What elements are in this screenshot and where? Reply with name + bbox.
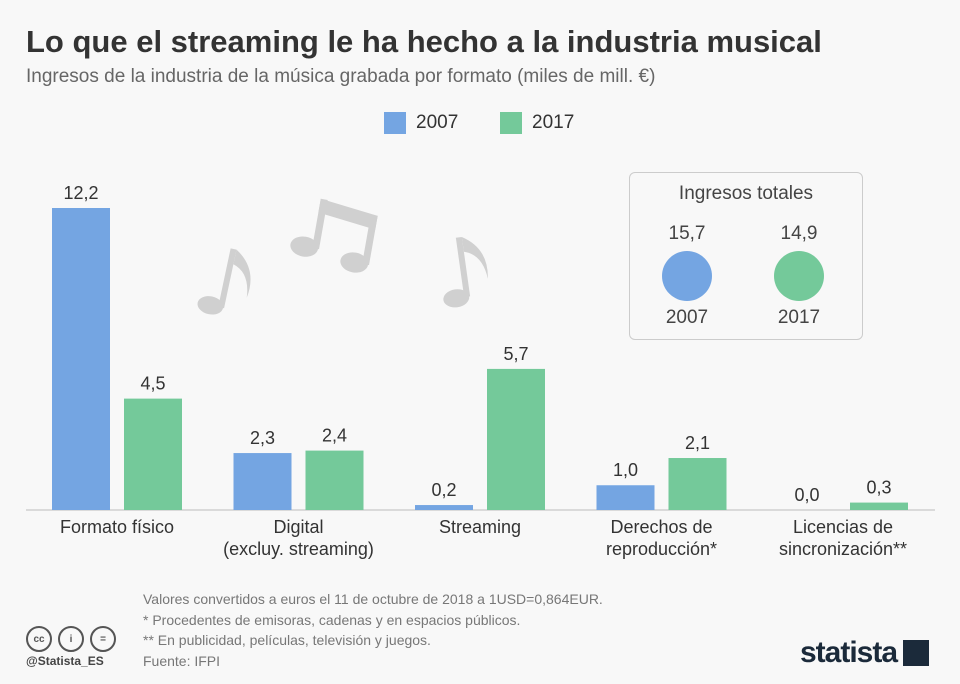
creative-commons-icons: cc i = [26, 626, 116, 652]
no-derivatives-icon: = [90, 626, 116, 652]
category-label: (excluy. streaming) [223, 539, 374, 559]
footnote: * Procedentes de emisoras, cadenas y en … [143, 611, 521, 628]
total-circle [774, 251, 824, 301]
bar-value-label: 4,5 [140, 374, 165, 394]
music-note-icon [197, 248, 251, 315]
legend-swatch-2007 [384, 112, 406, 134]
cc-icon: cc [26, 626, 52, 652]
music-notes-icon [290, 198, 378, 273]
bar-value-label: 2,1 [685, 433, 710, 453]
logo-text: statista [800, 636, 898, 669]
bar-2007 [415, 505, 473, 510]
footnote: ** En publicidad, películas, televisión … [143, 632, 431, 648]
category-label: sincronización** [779, 539, 907, 559]
total-value: 15,7 [668, 223, 706, 244]
category-label: Streaming [439, 517, 521, 537]
bar-2007 [52, 208, 110, 510]
attribution-icon: i [58, 626, 84, 652]
category-label: Digital [273, 517, 323, 537]
bar-value-label: 2,4 [322, 426, 347, 446]
footnotes: Valores convertidos a euros el 11 de oct… [143, 589, 603, 671]
statista-logo[interactable]: statista [800, 636, 930, 670]
category-label: Formato físico [60, 517, 174, 537]
music-notes-decoration [197, 198, 488, 315]
bar-value-label: 12,2 [63, 183, 98, 203]
social-handle: @Statista_ES [26, 654, 104, 668]
chart-subtitle: Ingresos de la industria de la música gr… [26, 66, 656, 87]
bar-value-label: 2,3 [250, 428, 275, 448]
category-label: Derechos de [610, 517, 712, 537]
total-circle [662, 251, 712, 301]
bar-value-label: 0,2 [431, 480, 456, 500]
bar-2007 [233, 453, 292, 510]
total-revenue-title: Ingresos totales [678, 183, 814, 204]
total-revenue-box: Ingresos totales 15,7 2007 14,9 2017 [629, 172, 863, 340]
logo-mark-icon [903, 640, 930, 666]
bar-2017 [305, 450, 364, 510]
legend-label-2007: 2007 [416, 112, 459, 133]
total-year: 2007 [665, 307, 709, 328]
legend-swatch-2017 [500, 112, 522, 134]
total-2017: 14,9 2017 [759, 223, 839, 329]
bar-value-label: 0,3 [866, 478, 891, 498]
total-value: 14,9 [780, 223, 818, 244]
footnote: Valores convertidos a euros el 11 de oct… [143, 591, 603, 607]
bar-value-label: 5,7 [503, 344, 528, 364]
category-label: reproducción* [606, 539, 717, 559]
bar-value-label: 1,0 [613, 460, 638, 480]
category-label: Licencias de [793, 517, 893, 537]
music-note-icon [443, 236, 488, 308]
bar-value-label: 0,0 [794, 485, 819, 505]
total-2007: 15,7 2007 [647, 223, 727, 329]
bar-2017 [668, 458, 727, 510]
total-year: 2017 [777, 307, 821, 328]
legend-item-2007: 2007 [384, 112, 458, 134]
bar-2017 [487, 368, 545, 510]
legend-item-2017: 2017 [500, 112, 574, 134]
bar-2007 [596, 485, 655, 510]
legend-label-2017: 2017 [532, 112, 575, 133]
bar-2017 [124, 398, 182, 510]
chart-title: Lo que el streaming le ha hecho a la ind… [26, 24, 822, 59]
bar-2017 [850, 502, 908, 510]
source: Fuente: IFPI [143, 652, 221, 669]
